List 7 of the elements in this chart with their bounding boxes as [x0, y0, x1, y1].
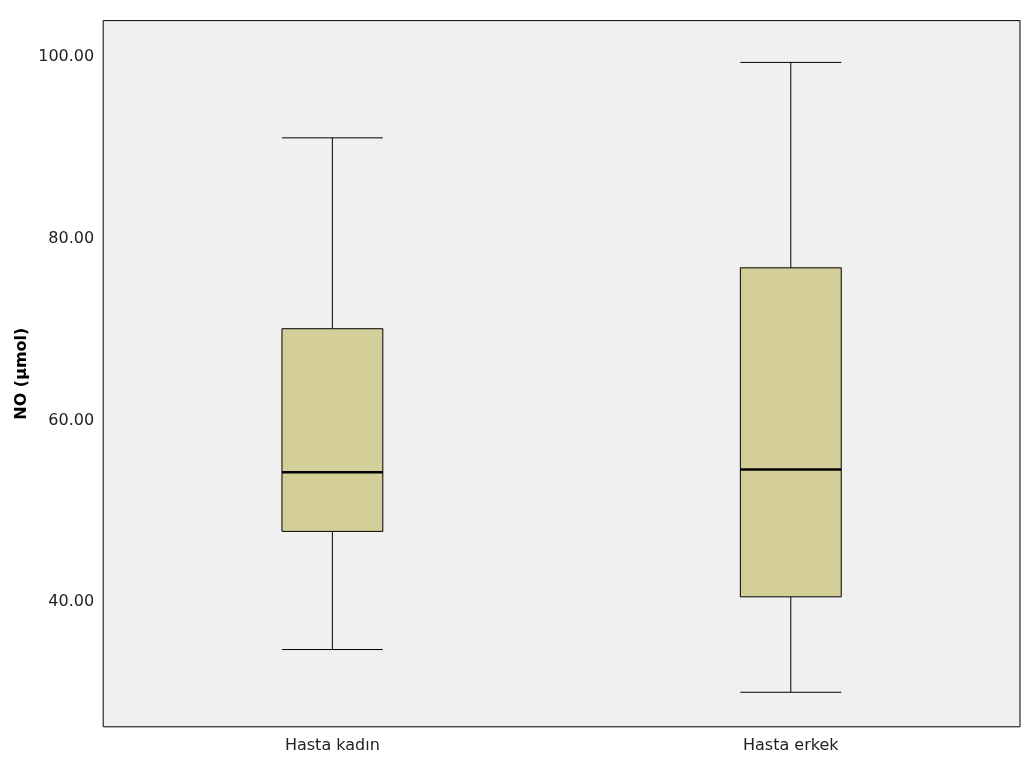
x-tick-label: Hasta erkek: [743, 734, 840, 754]
y-tick-label: 40.00: [48, 591, 95, 611]
y-tick-label: 80.00: [48, 227, 95, 247]
x-tick-label: Hasta kadın: [284, 734, 380, 754]
y-axis-title: NO (µmol): [10, 327, 30, 420]
y-tick-label: 60.00: [48, 409, 95, 429]
y-tick-label: 100.00: [38, 46, 95, 66]
